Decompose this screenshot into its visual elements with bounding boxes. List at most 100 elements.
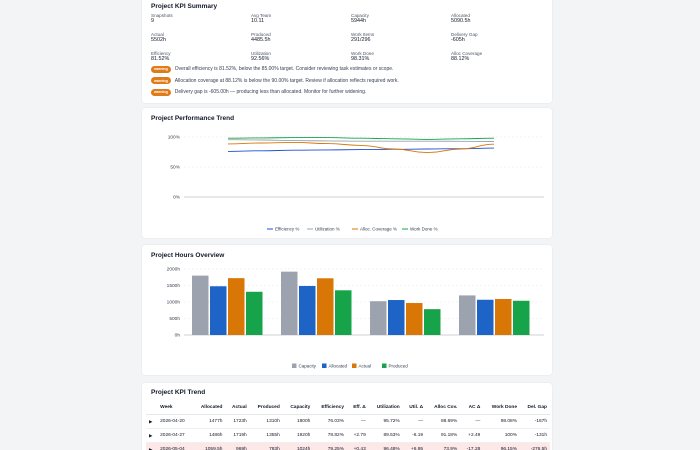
table-cell: -6.19 <box>402 428 427 443</box>
kpi-value: 5090.5h <box>451 17 471 24</box>
kpi-value: 81.52% <box>151 55 170 62</box>
kpi-item: Produced 4485.5h <box>251 32 271 43</box>
table-header-row: Week Allocated Actual Produced Capacity Effic… <box>146 401 550 415</box>
warning-badge: warning <box>151 88 171 96</box>
table-cell: 1477h <box>193 414 226 429</box>
kpi-label: Snapshots <box>151 13 173 18</box>
expand-row-icon[interactable]: ▶ <box>146 428 158 443</box>
table-cell: -167h <box>519 414 550 429</box>
table-cell: 969h <box>225 442 250 450</box>
table-cell: 1310h <box>249 414 283 429</box>
table-cell: 1486h <box>193 428 226 443</box>
table-cell: 76.03% <box>313 414 347 429</box>
kpi-item: Snapshots 9 <box>151 13 173 24</box>
bar <box>406 303 423 335</box>
kpi-label: Avg Team <box>251 13 272 18</box>
table-cell: 88.69% <box>426 414 461 429</box>
bar <box>335 290 352 335</box>
trend-title: Project KPI Trend <box>151 389 206 396</box>
expand-row-icon[interactable]: ▶ <box>146 442 158 450</box>
table-cell: 78.82% <box>313 428 347 443</box>
table-cell: -276.5h <box>519 442 550 450</box>
alert-row: warning Allocation coverage at 88.12% is … <box>151 77 399 85</box>
table-body: ▶ 2026-04-20 1477h 1723h 1310h 1800h 76.03% —95… <box>146 414 550 450</box>
column-header: Eff. Δ <box>347 401 369 415</box>
kpi-item: Allocated 5090.5h <box>451 13 471 24</box>
bar <box>495 298 512 335</box>
table-cell: +2.49 <box>460 428 484 443</box>
kpi-item: Avg Team 10.11 <box>251 13 271 24</box>
kpi-label: Produced <box>251 32 271 37</box>
kpi-label: Allocated <box>451 13 470 18</box>
table-cell: 1723h <box>225 414 250 429</box>
column-header: Utilization <box>368 401 403 415</box>
kpi-label: Work Done <box>351 51 374 56</box>
y-tick-label: 500h <box>169 316 180 322</box>
column-header: Del. Gap <box>519 401 550 415</box>
table-cell: +2.79 <box>347 428 369 443</box>
series-line <box>227 139 495 142</box>
kpi-item: Actual 5502h <box>151 32 166 43</box>
table-cell: 73.9% <box>426 442 461 450</box>
hours-title: Project Hours Overview <box>151 252 225 259</box>
kpi-item: Work Items 291/296 <box>351 32 374 43</box>
table-cell: — <box>460 414 484 429</box>
table-cell: 1719h <box>225 428 250 443</box>
y-tick-label: 1000h <box>167 300 181 306</box>
table-cell: 1800h <box>282 414 314 429</box>
bar <box>317 278 334 335</box>
table-cell: 96.15% <box>483 442 520 450</box>
column-header: Week <box>157 401 194 415</box>
performance-title: Project Performance Trend <box>151 115 235 122</box>
hours-chart: 2000h 1500h 1000h 500h 0h Capacity Allocated Ac… <box>167 267 544 369</box>
series-line <box>227 141 495 154</box>
warning-badge: warning <box>151 65 171 73</box>
table-cell: 89.53% <box>368 428 403 443</box>
bar <box>299 285 316 335</box>
table-cell: -131h <box>519 428 550 443</box>
table-cell: 2026-05-04 <box>157 442 194 450</box>
table-cell: 783h <box>249 442 283 450</box>
table-row[interactable]: ▶ 2026-04-20 1477h 1723h 1310h 1800h 76.03% —95… <box>146 414 550 429</box>
table-cell: 95.72% <box>368 414 403 429</box>
table-cell: -17.28 <box>460 442 484 450</box>
y-tick-label: 0h <box>175 333 181 339</box>
bar <box>281 271 298 335</box>
table-cell: 100% <box>483 428 520 443</box>
kpi-value: 4485.5h <box>251 36 271 43</box>
legend-label: Capacity <box>299 364 317 369</box>
bar <box>192 275 209 335</box>
table-cell: +6.95 <box>402 442 427 450</box>
table-cell: 2026-04-20 <box>157 414 194 429</box>
column-header <box>146 401 158 415</box>
kpi-value: 5944h <box>351 17 366 24</box>
kpi-label: Alloc Coverage <box>451 51 483 56</box>
kpi-label: Actual <box>151 32 164 37</box>
table-row[interactable]: ▶ 2026-05-04 1059.5h 969h 783h 1024h 79.25% +0.… <box>146 442 550 450</box>
bar <box>459 295 476 335</box>
column-header: Util. Δ <box>402 401 427 415</box>
bar <box>246 291 263 335</box>
table-row[interactable]: ▶ 2026-04-27 1486h 1719h 1355h 1920h 78.82% +2.… <box>146 428 550 443</box>
y-tick-label: 50% <box>170 165 180 171</box>
kpi-value: 5502h <box>151 36 166 43</box>
kpi-label: Capacity <box>351 13 369 18</box>
y-tick-label: 1500h <box>167 283 181 289</box>
kpi-label: Utilization <box>251 51 271 56</box>
performance-trend-card: Project Performance Trend 100% 50% 0% Effic… <box>142 108 552 238</box>
legend-label: Allocated <box>329 364 348 369</box>
kpi-value: 9 <box>151 17 154 24</box>
column-header: Alloc Cov. <box>426 401 461 415</box>
kpi-summary-card: Project KPI Summary Snapshots 9 Avg Team 10… <box>142 0 552 103</box>
kpi-value: 291/296 <box>351 36 371 43</box>
bar <box>477 299 494 335</box>
kpi-trend-card: Project KPI Trend Week Allocated Actual Pro… <box>142 383 552 450</box>
legend-swatch <box>322 363 327 368</box>
bar <box>370 301 387 335</box>
expand-row-icon[interactable]: ▶ <box>146 414 158 429</box>
table-cell: 2026-04-27 <box>157 428 194 443</box>
kpi-trend-table: Week Allocated Actual Produced Capacity Effic… <box>146 401 550 450</box>
table-cell: — <box>402 414 427 429</box>
table-cell: 96.48% <box>368 442 403 450</box>
column-header: Produced <box>249 401 283 415</box>
